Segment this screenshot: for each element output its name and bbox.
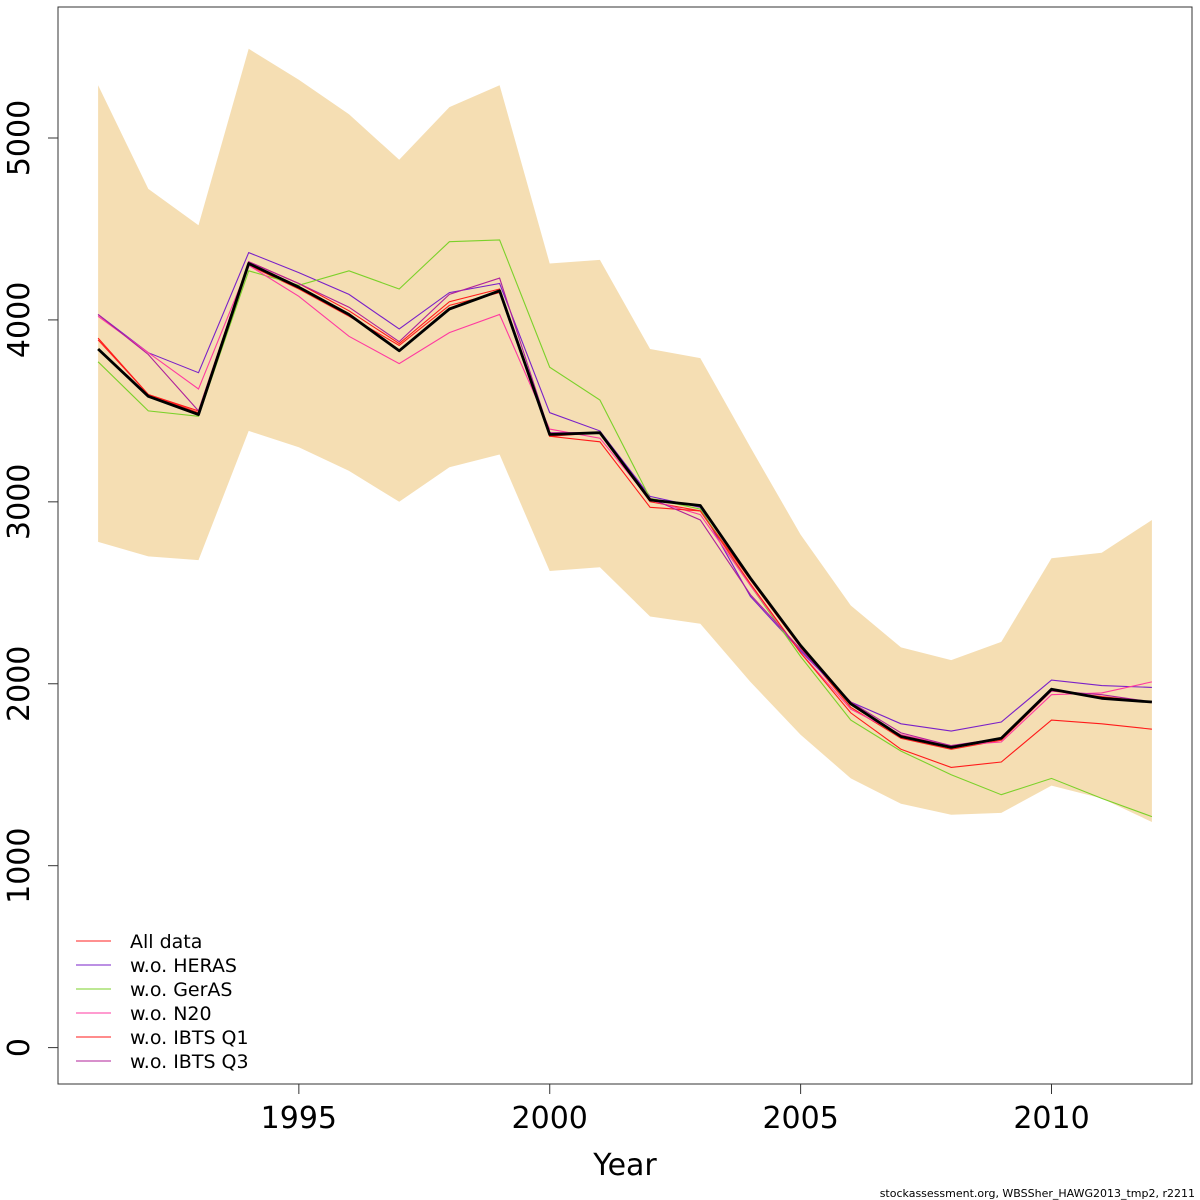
- y-tick-label-3000: 3000: [2, 464, 37, 540]
- x-tick-label-2000: 2000: [512, 1101, 588, 1136]
- x-axis: 1995 2000 2005 2010: [261, 1084, 1090, 1136]
- y-tick-label-0: 0: [2, 1038, 37, 1057]
- series-line-2: [97, 239, 1153, 818]
- x-tick-label-2010: 2010: [1013, 1101, 1089, 1136]
- legend-label-5: w.o. IBTS Q3: [130, 1051, 249, 1073]
- legend-label-1: w.o. HERAS: [130, 955, 237, 977]
- legend-label-3: w.o. N20: [130, 1003, 212, 1025]
- y-tick-label-5000: 5000: [2, 100, 37, 176]
- y-tick-label-1000: 1000: [2, 828, 37, 904]
- legend-label-2: w.o. GerAS: [130, 979, 233, 1001]
- x-axis-title: Year: [592, 1148, 657, 1183]
- x-tick-label-2005: 2005: [762, 1101, 838, 1136]
- y-tick-label-4000: 4000: [2, 282, 37, 358]
- confidence-band: [98, 48, 1152, 823]
- legend-label-0: All data: [130, 931, 202, 953]
- series-line-1: [97, 251, 1152, 732]
- x-tick-label-1995: 1995: [261, 1101, 337, 1136]
- y-axis: 0 1000 2000 3000 4000 5000: [2, 100, 58, 1057]
- estimate-line: [97, 262, 1153, 749]
- estimate-layer: [97, 262, 1153, 749]
- legend-label-4: w.o. IBTS Q1: [130, 1027, 249, 1049]
- confidence-band-layer: [98, 48, 1152, 823]
- footer-note: stockassessment.org, WBSSher_HAWG2013_tm…: [880, 1187, 1195, 1200]
- y-tick-label-2000: 2000: [2, 646, 37, 722]
- plot-frame: [57, 6, 1193, 1085]
